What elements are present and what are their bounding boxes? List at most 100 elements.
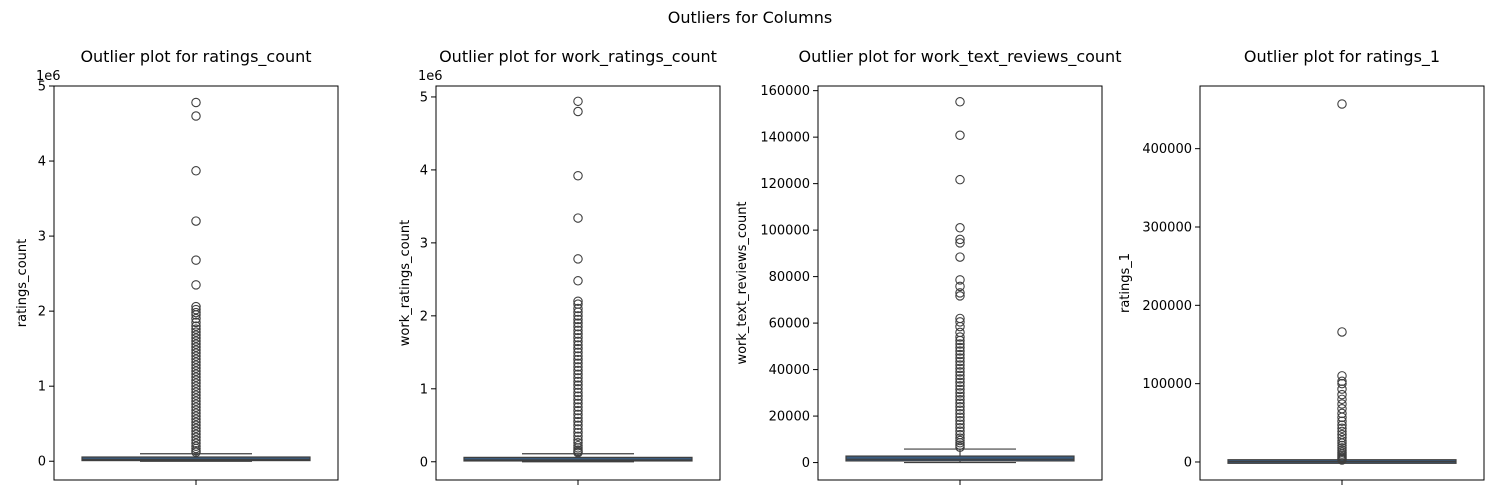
- y-tick-label: 1: [38, 380, 46, 395]
- plot-area: 0 100000 200000 300000 400000: [1142, 85, 1485, 485]
- outlier-point: [955, 288, 965, 298]
- outlier-point: [955, 281, 965, 292]
- subplot-work-text-reviews-count: Outlier plot for work_text_reviews_count…: [735, 47, 1121, 485]
- y-tick-label: 60000: [769, 317, 810, 332]
- outlier-point: [573, 380, 583, 390]
- outlier-point: [191, 255, 201, 265]
- y-tick-label: 20000: [769, 410, 810, 425]
- y-tick-label: 200000: [1142, 299, 1192, 314]
- outlier-point: [955, 238, 965, 248]
- outlier-point: [191, 429, 201, 439]
- outlier-point: [955, 426, 965, 436]
- outlier-point: [191, 420, 201, 430]
- outlier-point: [191, 310, 201, 320]
- outlier-point: [573, 431, 583, 441]
- y-tick-label: 3: [420, 236, 428, 251]
- outlier-point: [955, 419, 965, 429]
- outlier-point: [191, 304, 201, 315]
- outlier-point: [191, 399, 201, 409]
- y-tick-label: 80000: [769, 270, 810, 285]
- outlier-point: [191, 408, 201, 418]
- outlier-point: [191, 280, 201, 290]
- outlier-point: [955, 415, 965, 426]
- outlier-point: [191, 393, 201, 403]
- outlier-point: [573, 276, 583, 286]
- outlier-point: [955, 402, 965, 412]
- y-axis-label: ratings_count: [15, 239, 30, 327]
- y-axis-label: ratings_1: [1118, 253, 1133, 313]
- outlier-point: [955, 360, 965, 370]
- outlier-point: [1337, 408, 1347, 419]
- outlier-point: [1337, 455, 1347, 465]
- box-iqr: [81, 456, 311, 462]
- outlier-point: [573, 391, 583, 401]
- outlier-point: [573, 314, 583, 325]
- outlier-point: [573, 416, 583, 427]
- outlier-point: [191, 411, 201, 421]
- box-iqr: [845, 455, 1075, 462]
- outlier-point: [955, 433, 965, 443]
- outlier-point: [191, 345, 201, 355]
- outlier-point: [955, 405, 965, 416]
- y-tick-label: 400000: [1142, 142, 1192, 157]
- outlier-point: [573, 420, 583, 431]
- outlier-point: [191, 330, 201, 340]
- outlier-point: [955, 367, 965, 377]
- plot-area: 0 20000 40000 60000 80000 100000 120000 140000 1…: [760, 84, 1103, 485]
- outlier-point: [573, 362, 583, 372]
- outlier-point: [955, 346, 965, 356]
- outlier-point: [573, 254, 583, 264]
- outlier-point: [955, 223, 965, 233]
- y-tick-label: 160000: [760, 84, 810, 99]
- outlier-point: [573, 213, 583, 223]
- outlier-point: [573, 303, 583, 314]
- y-tick-label: 0: [1184, 455, 1192, 470]
- outlier-point: [955, 252, 965, 262]
- outlier-point: [955, 391, 965, 402]
- outlier-point: [191, 441, 201, 451]
- outlier-point: [1337, 327, 1347, 337]
- outlier-point: [573, 296, 583, 306]
- outlier-point: [955, 377, 965, 388]
- outlier-point: [1337, 438, 1347, 448]
- outlier-point: [955, 130, 965, 141]
- y-tick-label: 100000: [1142, 377, 1192, 392]
- outlier-point: [573, 405, 583, 416]
- outlier-point: [191, 342, 201, 352]
- outlier-point: [1337, 432, 1347, 443]
- y-tick-label: 0: [802, 456, 810, 471]
- outlier-point: [573, 311, 583, 321]
- outlier-point: [955, 409, 965, 419]
- outlier-point: [573, 307, 583, 317]
- outlier-point: [1337, 399, 1347, 409]
- outlier-point: [1337, 376, 1347, 387]
- y-axis-label: work_text_reviews_count: [735, 201, 750, 364]
- y-tick-label: 100000: [760, 224, 810, 239]
- outlier-point: [573, 351, 583, 361]
- outlier-point: [955, 275, 965, 285]
- outlier-point: [191, 378, 201, 388]
- outlier-point: [955, 435, 965, 446]
- outlier-point: [1337, 371, 1347, 381]
- outlier-point: [573, 373, 583, 383]
- outlier-point: [191, 348, 201, 358]
- outlier-point: [955, 398, 965, 409]
- outlier-point: [1337, 99, 1347, 109]
- y-tick-label: 1: [420, 382, 428, 397]
- outlier-point: [573, 329, 583, 339]
- outlier-point: [573, 325, 583, 336]
- outlier-point: [191, 447, 201, 457]
- outlier-point: [955, 332, 965, 342]
- outlier-point: [191, 216, 201, 226]
- outlier-point: [191, 396, 201, 406]
- outlier-point: [191, 366, 201, 376]
- subplot-title: Outlier plot for work_ratings_count: [439, 47, 717, 67]
- outlier-point: [955, 335, 965, 346]
- outlier-point: [573, 170, 583, 181]
- outlier-point: [573, 347, 583, 358]
- y-tick-label: 5: [38, 80, 46, 95]
- y-tick-label: 120000: [760, 177, 810, 192]
- outlier-point: [191, 417, 201, 427]
- outlier-point: [955, 442, 965, 452]
